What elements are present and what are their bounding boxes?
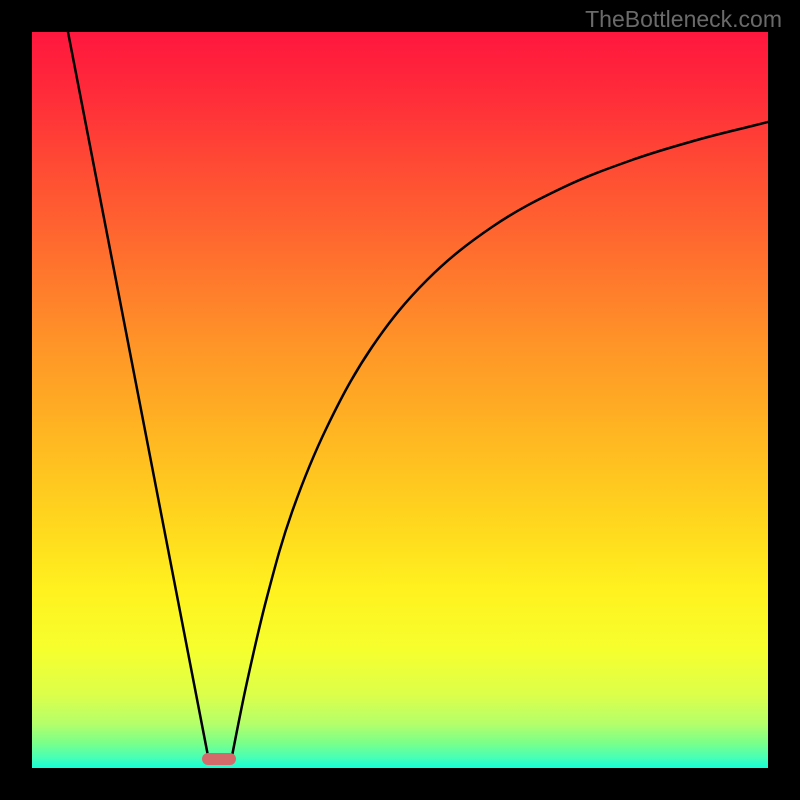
chart-frame: TheBottleneck.com [0, 0, 800, 800]
curve-right-ascent [232, 122, 768, 756]
bottleneck-curve [32, 32, 768, 768]
plot-area [32, 32, 768, 768]
valley-marker [202, 753, 236, 765]
curve-left-descent [68, 32, 208, 756]
watermark-text: TheBottleneck.com [585, 6, 782, 33]
